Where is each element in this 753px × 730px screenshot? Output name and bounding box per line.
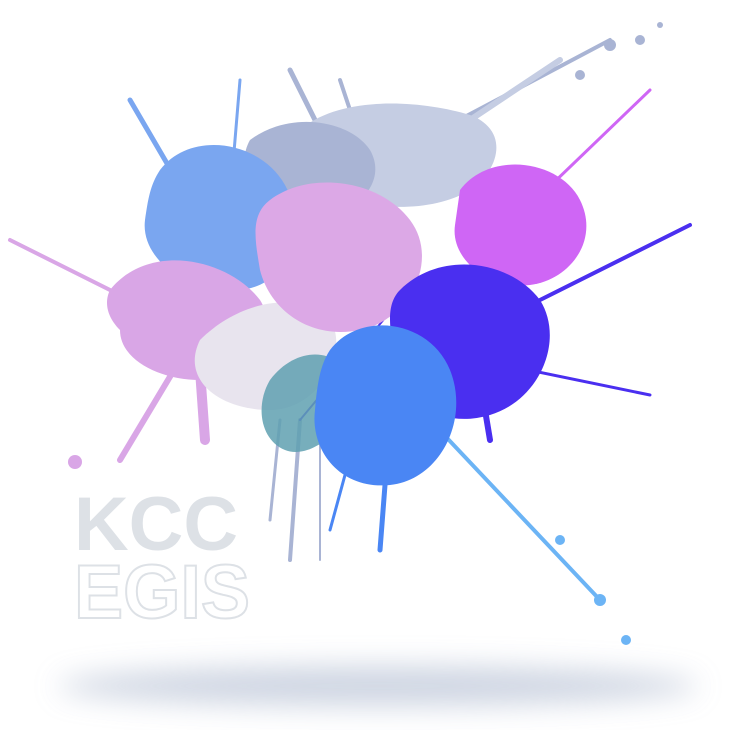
logo-line2: EGIS	[74, 550, 250, 635]
logo-line1: KCC	[74, 482, 238, 567]
shadow	[58, 666, 698, 706]
splatter-drops	[68, 22, 663, 645]
paint-splatter	[8, 22, 692, 645]
